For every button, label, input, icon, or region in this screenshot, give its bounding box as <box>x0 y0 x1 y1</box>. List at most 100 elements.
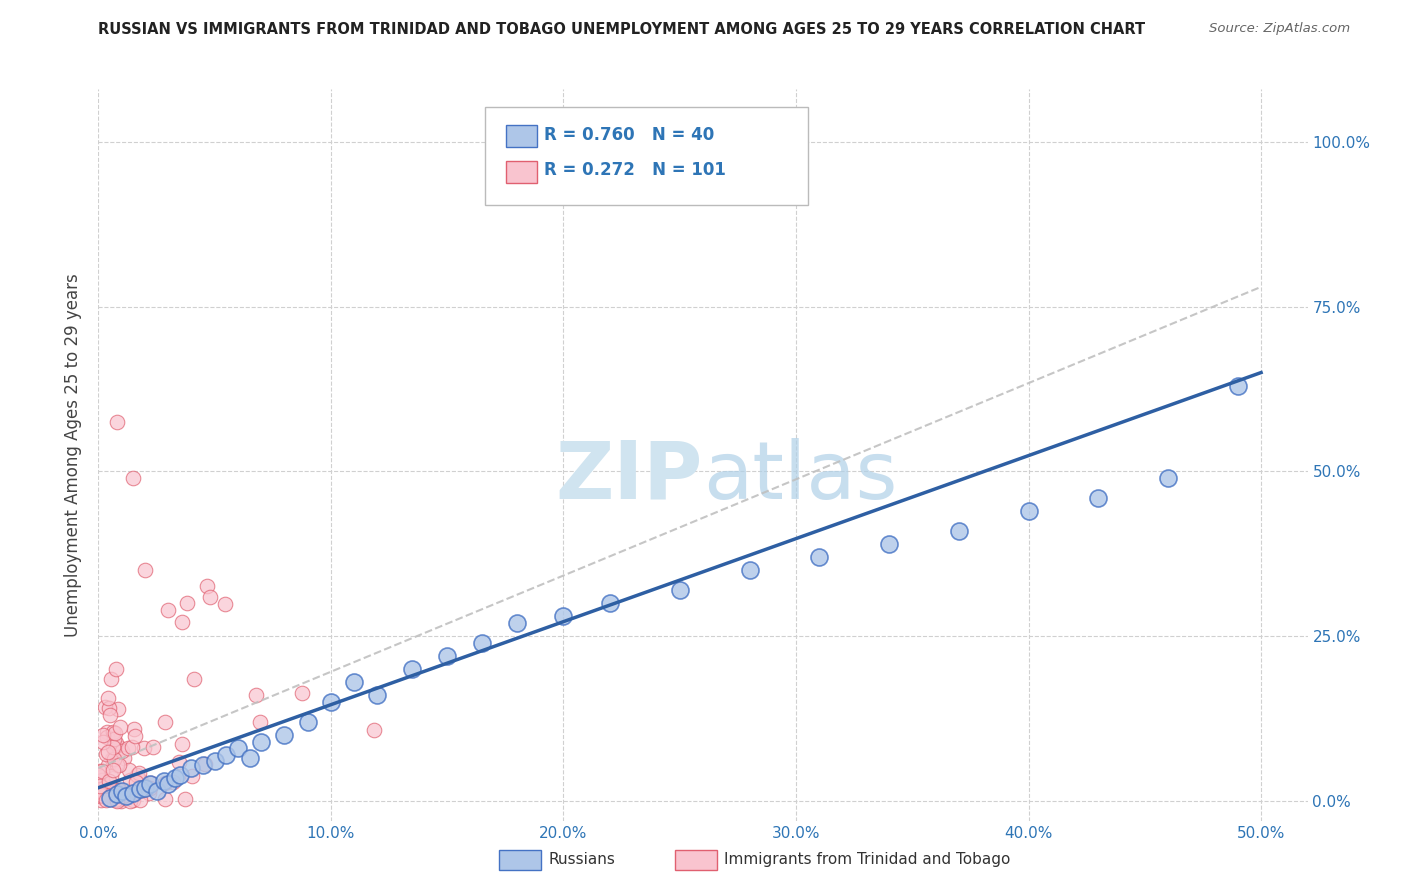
Point <box>122 793 145 807</box>
Point <box>1157 471 1180 485</box>
Point <box>103 752 125 766</box>
Point <box>738 563 761 577</box>
Point <box>87 767 110 781</box>
Point <box>94 747 117 761</box>
Point <box>108 757 131 772</box>
Point <box>226 741 249 756</box>
Point <box>127 768 149 782</box>
Point <box>111 744 134 758</box>
Point <box>401 662 423 676</box>
Point <box>100 785 122 799</box>
Point <box>297 714 319 729</box>
Point <box>89 764 111 778</box>
Text: Russians: Russians <box>548 853 616 867</box>
Point <box>122 471 145 485</box>
Point <box>506 615 529 630</box>
Point <box>194 756 217 771</box>
Point <box>97 791 120 805</box>
Point <box>215 747 238 762</box>
Point <box>172 737 194 751</box>
Point <box>93 787 115 801</box>
Point <box>169 755 191 769</box>
Point <box>877 537 900 551</box>
Point <box>366 689 388 703</box>
Point <box>97 745 120 759</box>
Point <box>108 783 131 797</box>
Point <box>100 769 122 783</box>
Point <box>96 730 118 744</box>
Point <box>319 695 342 709</box>
Point <box>98 790 121 805</box>
Point <box>129 793 152 807</box>
Point <box>129 773 152 788</box>
Point <box>105 787 128 801</box>
Point <box>197 579 219 593</box>
Point <box>122 786 145 800</box>
Point <box>153 714 176 729</box>
Point <box>174 792 197 806</box>
Point <box>125 785 148 799</box>
Point <box>112 789 135 803</box>
Point <box>668 582 690 597</box>
Point <box>172 615 194 630</box>
Point <box>125 774 148 789</box>
Point <box>204 755 226 769</box>
Point <box>180 761 202 775</box>
Point <box>111 784 134 798</box>
Point <box>90 788 112 802</box>
Point <box>122 788 145 802</box>
Text: R = 0.272   N = 101: R = 0.272 N = 101 <box>544 161 725 179</box>
Point <box>115 788 138 802</box>
Point <box>145 784 167 798</box>
Point <box>165 771 187 785</box>
Point <box>120 772 142 787</box>
Point <box>239 751 262 765</box>
Point <box>139 775 162 789</box>
Point <box>245 688 267 702</box>
Point <box>157 603 180 617</box>
Point <box>103 725 125 739</box>
Point <box>132 783 155 797</box>
Point <box>138 777 160 791</box>
Point <box>152 774 174 789</box>
Point <box>117 741 139 756</box>
Point <box>103 739 125 754</box>
Point <box>363 723 385 737</box>
Point <box>94 780 117 794</box>
Point <box>343 675 366 690</box>
Point <box>599 596 621 610</box>
Point <box>105 789 128 803</box>
Point <box>132 741 155 756</box>
Point <box>115 789 138 803</box>
Point <box>97 788 120 802</box>
Point <box>273 728 295 742</box>
Point <box>214 597 236 611</box>
Point <box>1226 378 1249 392</box>
Point <box>250 734 273 748</box>
Point <box>128 765 150 780</box>
Point <box>91 773 114 788</box>
Point <box>91 764 114 779</box>
Point <box>138 785 160 799</box>
Point <box>97 690 120 705</box>
Y-axis label: Unemployment Among Ages 25 to 29 years: Unemployment Among Ages 25 to 29 years <box>65 273 83 637</box>
Point <box>103 744 125 758</box>
Point <box>107 701 129 715</box>
Point <box>89 789 111 803</box>
Text: atlas: atlas <box>703 438 897 516</box>
Point <box>134 563 156 577</box>
Point <box>104 793 127 807</box>
Point <box>97 701 120 715</box>
Point <box>93 728 115 742</box>
Text: R = 0.760   N = 40: R = 0.760 N = 40 <box>544 126 714 144</box>
Point <box>98 707 121 722</box>
Point <box>96 725 118 739</box>
Point <box>124 722 146 736</box>
Point <box>110 794 132 808</box>
Point <box>108 792 131 806</box>
Point <box>104 783 127 797</box>
Point <box>124 729 146 743</box>
Point <box>108 720 131 734</box>
Point <box>105 793 128 807</box>
Text: ZIP: ZIP <box>555 438 703 516</box>
